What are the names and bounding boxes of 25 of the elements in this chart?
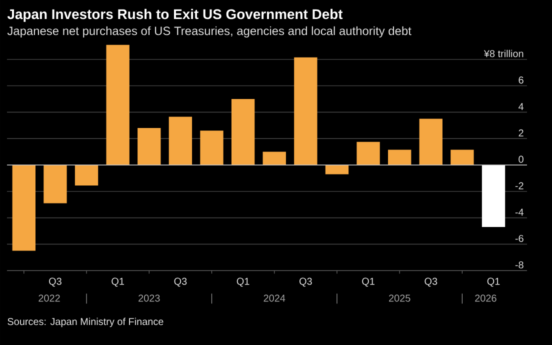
x-tick-label: Q1 <box>112 278 124 287</box>
chart-title: Japan Investors Rush to Exit US Government Debt <box>7 8 343 22</box>
y-tick-label: -6 <box>515 234 524 242</box>
y-tick-label: ¥8 trillion <box>484 50 524 58</box>
x-tick-label: Q3 <box>49 278 62 287</box>
y-tick-label: 2 <box>518 129 524 136</box>
y-tick-label: -2 <box>515 182 524 190</box>
y-tick-label: -4 <box>515 208 524 216</box>
x-tick-label: Q1 <box>362 278 374 287</box>
y-tick-label: 0 <box>518 156 524 163</box>
text: 2022 <box>38 294 60 302</box>
x-tick-label: Q3 <box>299 278 312 287</box>
y-tick-label: -8 <box>515 261 524 268</box>
text: 2026 <box>475 294 496 302</box>
x-tick-label: Q1 <box>487 278 500 287</box>
text: 2025 <box>389 294 410 302</box>
text: 2024 <box>264 294 286 302</box>
y-tick-label: 6 <box>518 76 524 84</box>
chart-subtitle: Japanese net purchases of US Treasuries, agencies and local authority debt <box>7 26 412 38</box>
text: 2023 <box>138 294 160 302</box>
source-note: Sources: Japan Ministry of Finance <box>8 318 164 328</box>
y-tick-label: 4 <box>518 103 524 110</box>
x-tick-label: Q3 <box>174 278 187 287</box>
x-tick-label: Q1 <box>236 278 250 287</box>
x-tick-label: Q3 <box>424 278 438 287</box>
